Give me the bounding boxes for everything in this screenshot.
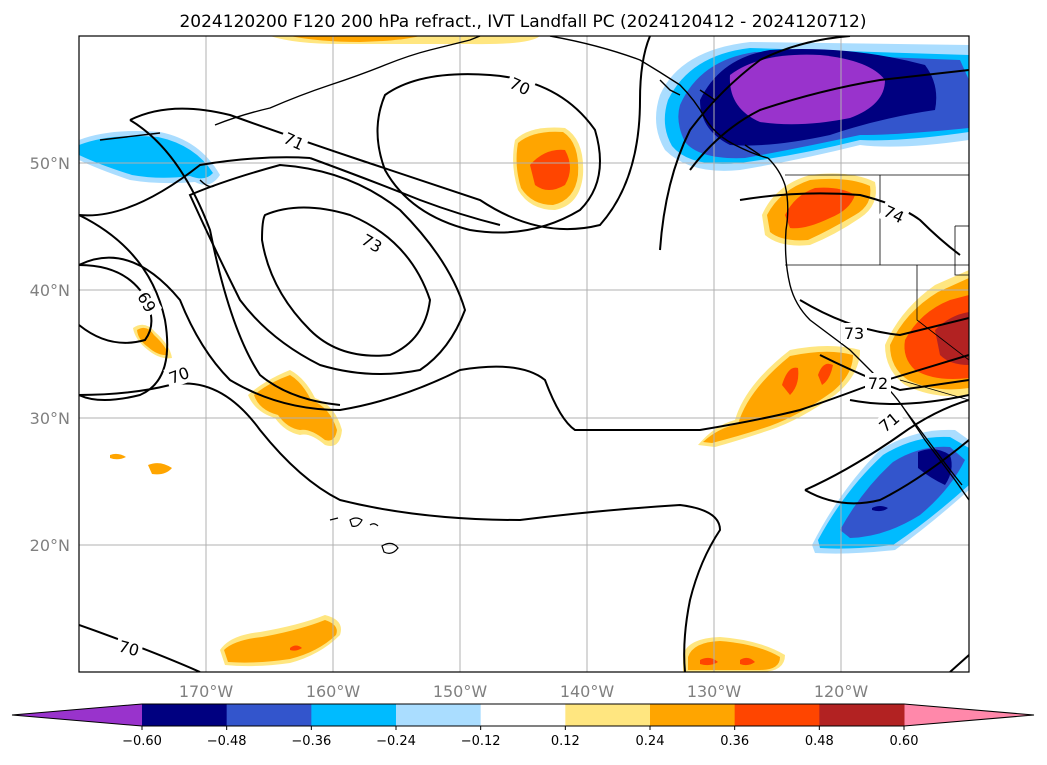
lat-label-40n: 40°N [30,281,70,300]
lon-label-160w: 160°W [306,682,361,701]
negative-anomaly-west [79,131,220,185]
colorbar-tick-label: −0.36 [291,734,331,749]
colorbar-tick-label: −0.48 [207,734,247,749]
negative-anomaly-north [656,42,969,171]
colorbar: −0.60 −0.48 −0.36 −0.24 −0.12 0.12 0.24 0.36 0.4… [11,703,1035,749]
colorbar-segment [396,704,482,726]
lon-label-140w: 140°W [560,682,615,701]
positive-anomaly-small [110,324,172,475]
colorbar-segment [819,704,905,726]
colorbar-segment [734,704,820,726]
colorbar-segment [311,704,397,726]
positive-anomaly-central [513,127,584,210]
lat-label-20n: 20°N [30,536,70,555]
lat-label-50n: 50°N [30,154,70,173]
colorbar-segment [650,704,736,726]
contour-labels: 70 71 73 74 69 70 73 72 71 70 [113,71,911,662]
positive-anomaly-offshore [698,346,860,447]
lon-label-130w: 130°W [687,682,742,701]
colorbar-segment [565,704,651,726]
map-frame [78,35,970,673]
colorbar-tick-label: −0.24 [376,734,416,749]
lat-label-30n: 30°N [30,409,70,428]
lon-label-150w: 150°W [433,682,488,701]
colorbar-tick-label: −0.12 [461,734,501,749]
positive-anomaly-subtropical [248,370,342,446]
colorbar-tick-label: 0.36 [720,734,749,749]
coastlines [99,36,969,501]
latitude-labels: 50°N 40°N 30°N 20°N [30,154,70,555]
contour-label-72: 72 [868,374,888,393]
colorbar-segment [480,704,566,726]
gridlines [79,36,969,672]
colorbar-segment [142,704,228,726]
contour-label-70-south: 70 [117,637,142,661]
borders [785,174,969,401]
colorbar-arrow-low [12,704,142,726]
positive-anomaly-south [220,615,785,672]
colorbar-tick-label: 0.12 [551,734,580,749]
map-area: 70 71 73 74 69 70 73 72 71 70 [79,36,969,672]
contours [79,36,969,672]
colorbar-arrow-high [904,704,1034,726]
colorbar-segment [226,704,312,726]
colorbar-tick-label: −0.60 [122,734,162,749]
map-title: 2024120200 F120 200 hPa refract., IVT La… [179,12,866,32]
colorbar-tick-label: 0.48 [805,734,834,749]
colorbar-tick-label: 0.60 [890,734,919,749]
positive-anomaly-top [270,36,540,45]
lon-label-120w: 120°W [814,682,869,701]
contour-label-73-coast: 73 [844,324,864,343]
lon-label-170w: 170°W [179,682,234,701]
colorbar-tick-label: 0.24 [636,734,665,749]
hawaii-islands [329,517,399,554]
longitude-labels: 170°W 160°W 150°W 140°W 130°W 120°W [179,682,869,701]
